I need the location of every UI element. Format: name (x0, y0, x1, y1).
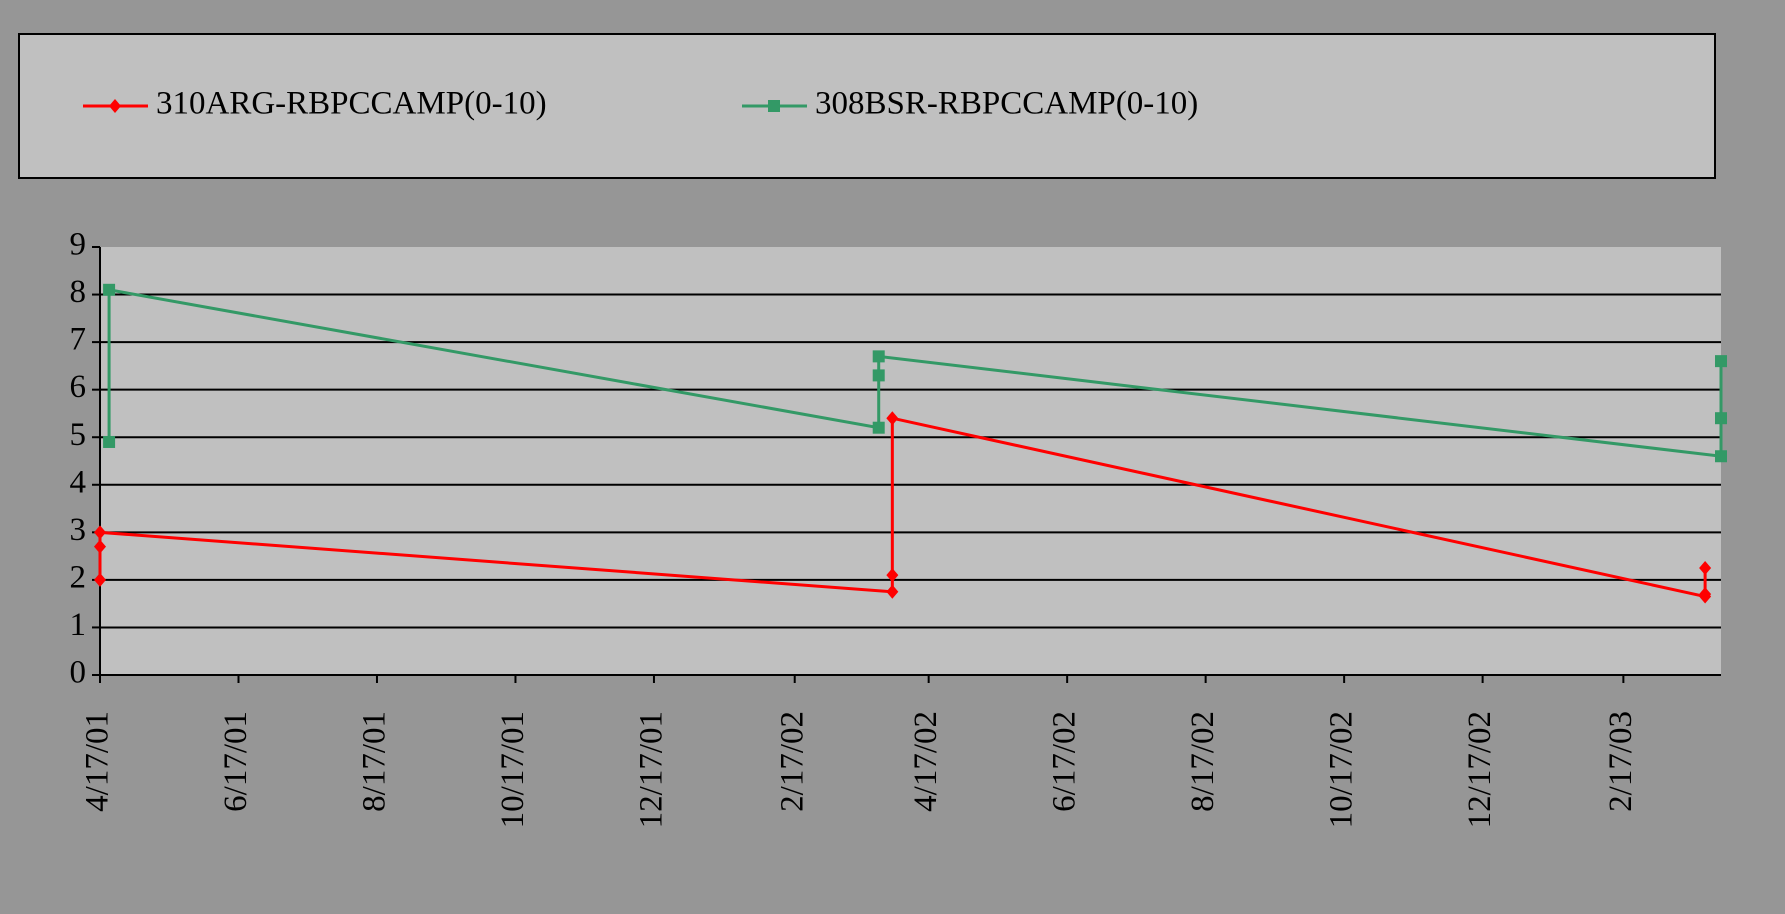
y-tick-label: 5 (70, 417, 87, 453)
marker (94, 572, 106, 587)
x-tick-label: 8/17/01 (357, 711, 393, 812)
marker (768, 100, 780, 112)
marker (109, 99, 121, 113)
marker (1715, 355, 1727, 368)
x-tick-label: 4/17/02 (908, 711, 944, 812)
legend-label: 308BSR-RBPCCAMP(0-10) (815, 86, 1198, 122)
y-tick-label: 2 (70, 559, 87, 595)
x-tick-label: 6/17/01 (218, 711, 254, 812)
y-tick-label: 9 (70, 227, 87, 263)
y-tick-label: 7 (70, 322, 87, 358)
x-tick-label: 2/17/03 (1603, 711, 1639, 812)
y-tick-label: 8 (70, 274, 87, 310)
marker (94, 525, 106, 540)
y-tick-label: 3 (70, 512, 87, 548)
y-tick-label: 6 (70, 369, 87, 405)
y-tick-label: 4 (70, 464, 87, 500)
series-line (107, 288, 1723, 458)
y-tick-label: 0 (70, 655, 87, 691)
x-tick-label: 10/17/02 (1324, 711, 1360, 828)
legend-box (18, 33, 1716, 179)
x-tick-label: 4/17/01 (80, 711, 116, 812)
x-tick-label: 8/17/02 (1185, 711, 1221, 812)
y-tick-label: 1 (70, 607, 87, 643)
marker (886, 584, 899, 599)
marker (103, 283, 116, 296)
marker (886, 568, 899, 583)
x-tick-label: 12/17/01 (634, 711, 670, 828)
marker (1715, 450, 1727, 463)
marker (1715, 412, 1727, 425)
plot-area (100, 247, 1721, 675)
legend-label: 310ARG-RBPCCAMP(0-10) (156, 86, 547, 122)
x-tick-label: 10/17/01 (495, 711, 531, 828)
marker (872, 421, 885, 434)
marker (872, 350, 885, 363)
x-tick-label: 6/17/02 (1047, 711, 1083, 812)
marker (94, 539, 106, 554)
x-tick-label: 2/17/02 (774, 711, 810, 812)
marker (872, 369, 885, 382)
marker (886, 411, 899, 426)
x-tick-label: 12/17/02 (1462, 711, 1498, 828)
marker (103, 435, 116, 448)
marker (1699, 561, 1712, 575)
marker (1699, 587, 1712, 602)
